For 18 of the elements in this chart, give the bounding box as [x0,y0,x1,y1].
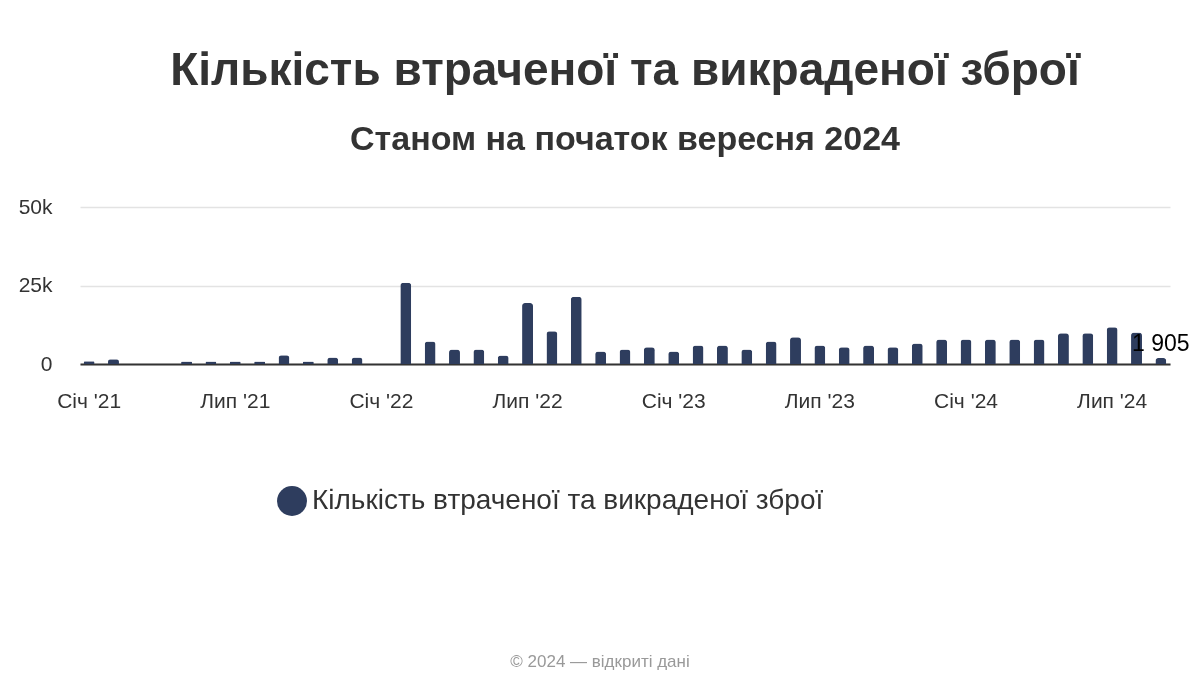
y-tick-label: 50k [18,194,53,218]
x-tick-label: Січ '23 [641,388,706,412]
x-tick-label: Лип '22 [492,388,563,412]
bar [570,296,582,364]
y-tick-label: 25k [18,273,53,296]
chart-title: Кількість втраченої та викраденої зброї [170,43,1081,95]
bar [522,303,534,364]
text: © 2024 — відкриті дані [509,652,691,672]
x-tick-label: Січ '22 [349,388,414,412]
x-tick-label: Січ '24 [934,388,999,412]
bar [400,282,412,364]
y-tick-label: 0 [40,351,53,375]
x-tick-label: Січ '21 [57,388,122,412]
x-tick-label: Лип '23 [784,388,855,412]
x-tick-label: Лип '24 [1077,388,1148,412]
legend-label: Кількість втраченої та викраденої зброї [312,484,824,515]
x-tick-label: Лип '21 [200,388,271,412]
chart-subtitle: Станом на початок вересня 2024 [350,119,901,157]
